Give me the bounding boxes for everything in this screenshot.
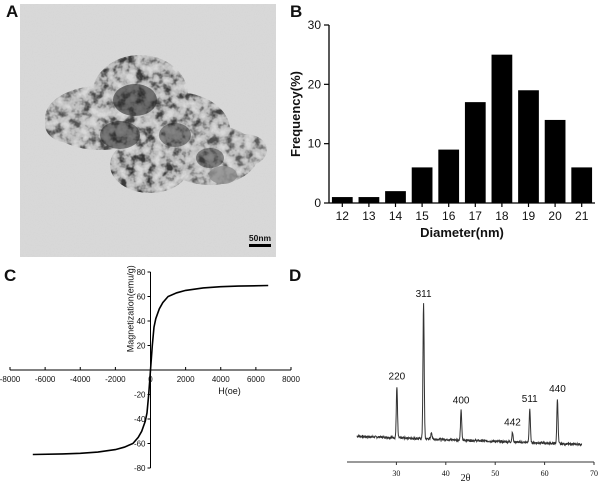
magnetization-curve: -8000 -6000 -4000 -2000 0 2000 4000 6000 8000 -80… [0,265,300,473]
x-tick-label: -8000 [0,375,21,384]
y-tick-label: -80 [134,464,146,473]
x-tick-label: 13 [362,209,376,223]
y-tick-label: 30 [308,18,322,32]
panel-label-c: C [4,266,17,285]
x-tick-label: 30 [392,469,400,478]
x-tick-label: 0 [148,375,153,384]
histogram-bar [438,149,460,203]
y-axis-title: Frequency(%) [288,71,303,157]
panel-label-a: A [6,2,19,21]
y-tick-label: 20 [137,342,146,351]
x-tick-label: 8000 [282,375,300,384]
x-tick-label: 6000 [247,375,265,384]
peak-label: 440 [549,384,566,395]
y-axis-title: Magnetization(emu/g) [126,265,136,352]
histogram-bar [411,167,433,203]
xrd-pattern: 30 40 50 60 70 220 311 400 442 511 440 2θ [347,289,598,481]
scale-bar [249,244,271,247]
histogram-bar [571,167,593,203]
x-tick-label: 15 [415,209,429,223]
histogram-bar [518,90,539,203]
y-tick-label: 60 [137,293,146,302]
panel-label-b: B [290,2,303,21]
y-tick-label: 40 [137,317,146,326]
histogram-bar [385,191,406,203]
x-tick-label: 21 [575,209,589,223]
x-tick-label: 18 [495,209,509,223]
x-tick-label: 12 [336,209,350,223]
peak-label: 511 [522,394,538,405]
histogram-bar [544,119,566,203]
x-tick-label: 60 [541,469,549,478]
x-tick-label: 40 [442,469,450,478]
y-tick-label: -40 [134,415,146,424]
x-tick-label: 50 [491,469,499,478]
peak-label: 442 [504,418,521,429]
scale-bar-label: 50nm [249,233,272,243]
xrd-series-line [356,303,583,447]
y-tick-label: 0 [314,196,321,210]
x-tick-label: 19 [522,209,536,223]
x-tick-label: 4000 [212,375,230,384]
peak-label: 311 [416,289,432,300]
y-tick-label: -60 [134,440,146,449]
x-tick-label: -4000 [70,375,91,384]
x-tick-label: 70 [590,469,598,478]
y-tick-label: 80 [137,268,146,277]
x-axis-title: 2θ [461,473,471,481]
histogram-bar [464,102,486,203]
grey-deposit [209,166,237,184]
x-tick-label: 20 [548,209,562,223]
peak-label: 220 [389,372,406,383]
y-tick-label: 20 [308,77,322,91]
peak-label: 400 [453,395,470,406]
x-tick-label: -6000 [35,375,56,384]
x-tick-label: 16 [442,209,456,223]
histogram-bar [331,197,353,203]
x-tick-label: -2000 [105,375,126,384]
panel-label-d: D [289,266,302,285]
magnetization-series-line [32,284,269,456]
x-tick-label: 2000 [177,375,195,384]
x-axis-title: H(oe) [218,386,241,396]
tem-micrograph: 50nm [20,4,276,257]
y-tick-label: 10 [308,137,322,151]
x-tick-label: 17 [469,209,483,223]
size-histogram: 0 10 20 30 12 13 14 15 16 17 18 19 20 21 Diameter(nm) F… [288,18,595,240]
x-tick-label: 14 [389,209,403,223]
particle-core-shading [100,84,224,168]
histogram-bar [491,54,513,203]
x-axis-title: Diameter(nm) [420,225,504,240]
y-tick-label: -20 [134,391,146,400]
histogram-bar [358,197,380,203]
